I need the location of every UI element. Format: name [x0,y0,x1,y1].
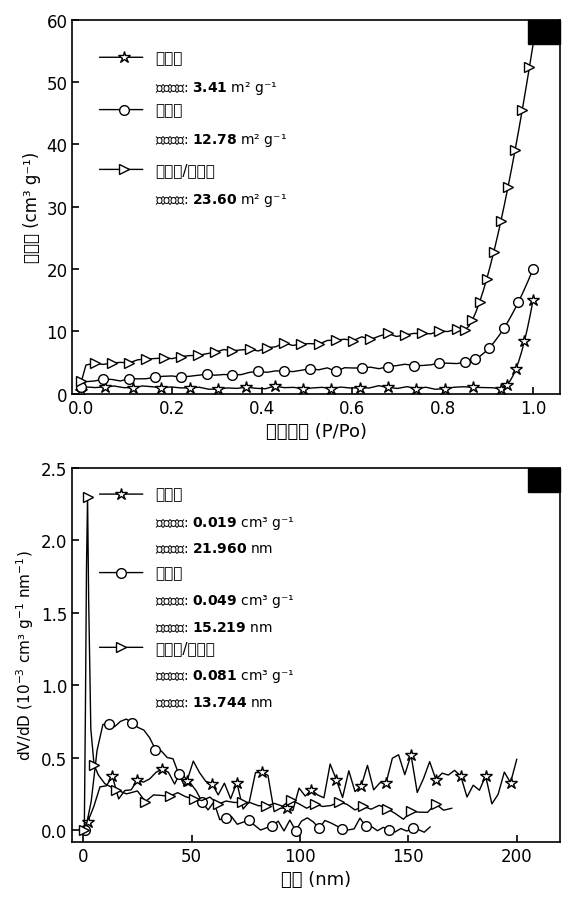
Text: 氧化铜: 氧化铜 [156,51,183,66]
Text: 总孔体积: $\mathbf{0.019}$ cm³ g⁻¹: 总孔体积: $\mathbf{0.019}$ cm³ g⁻¹ [156,514,295,531]
Text: 平均孔径: $\mathbf{15.219}$ nm: 平均孔径: $\mathbf{15.219}$ nm [156,620,273,634]
Text: 总孔体积: $\mathbf{0.081}$ cm³ g⁻¹: 总孔体积: $\mathbf{0.081}$ cm³ g⁻¹ [156,667,295,684]
FancyBboxPatch shape [529,468,560,492]
Text: 平均孔径: $\mathbf{21.960}$ nm: 平均孔径: $\mathbf{21.960}$ nm [156,541,273,556]
Text: 比表面积: $\mathbf{3.41}$ m² g⁻¹: 比表面积: $\mathbf{3.41}$ m² g⁻¹ [156,79,278,97]
Text: 平均孔径: $\mathbf{13.744}$ nm: 平均孔径: $\mathbf{13.744}$ nm [156,695,273,709]
Text: 氧化铜: 氧化铜 [156,487,183,502]
FancyBboxPatch shape [529,21,560,45]
Y-axis label: 吸附量 (cm³ g⁻¹): 吸附量 (cm³ g⁻¹) [23,152,41,263]
Text: 电气石: 电气石 [156,103,183,118]
Text: 氧化铜/电气石: 氧化铜/电气石 [156,162,215,178]
X-axis label: 相对压强 (P/Po): 相对压强 (P/Po) [266,423,367,440]
Y-axis label: dV/dD (10$^{-3}$ cm³ g$^{-1}$ nm$^{-1}$): dV/dD (10$^{-3}$ cm³ g$^{-1}$ nm$^{-1}$) [14,550,36,760]
Text: 比表面积: $\mathbf{23.60}$ m² g⁻¹: 比表面积: $\mathbf{23.60}$ m² g⁻¹ [156,191,287,208]
Text: 电气石: 电气石 [156,566,183,580]
Text: 比表面积: $\mathbf{12.78}$ m² g⁻¹: 比表面积: $\mathbf{12.78}$ m² g⁻¹ [156,132,287,149]
X-axis label: 孔径 (nm): 孔径 (nm) [281,870,351,888]
Text: 氧化铜/电气石: 氧化铜/电气石 [156,640,215,655]
Text: 总孔体积: $\mathbf{0.049}$ cm³ g⁻¹: 总孔体积: $\mathbf{0.049}$ cm³ g⁻¹ [156,593,295,610]
